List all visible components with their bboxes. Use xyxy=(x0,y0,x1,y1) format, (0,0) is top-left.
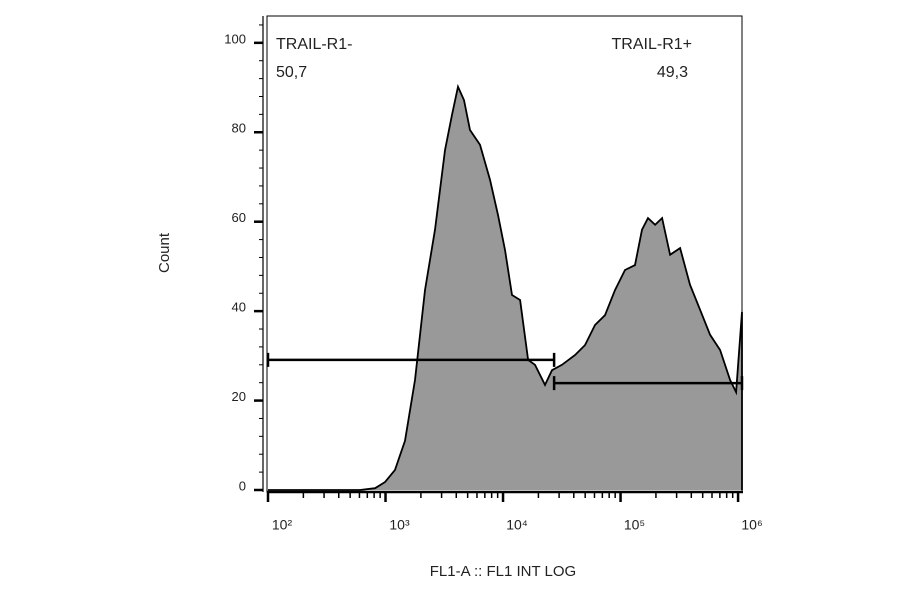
gate-name: TRAIL-R1- xyxy=(276,36,352,53)
y-axis-title: Count xyxy=(156,232,173,273)
gate-stat: 49,3 xyxy=(657,64,688,81)
x-tick-label: 10⁴ xyxy=(506,517,528,533)
y-tick-label: 20 xyxy=(232,389,246,404)
area-fill xyxy=(268,86,742,490)
y-tick-label: 0 xyxy=(239,478,246,493)
y-tick-label: 60 xyxy=(232,210,246,225)
y-tick-label: 40 xyxy=(232,300,246,315)
y-tick-label: 80 xyxy=(232,121,246,136)
area-line xyxy=(268,83,743,491)
x-tick-label: 10³ xyxy=(389,517,410,533)
gate-stat: 50,7 xyxy=(276,64,307,81)
x-axis-title: FL1-A :: FL1 INT LOG xyxy=(430,563,576,580)
x-tick-label: 10⁶ xyxy=(741,517,762,533)
x-tick-label: 10² xyxy=(272,517,293,533)
x-tick-label: 10⁵ xyxy=(624,517,645,533)
y-tick-label: 100 xyxy=(224,31,246,46)
gate-name: TRAIL-R1+ xyxy=(612,36,692,53)
